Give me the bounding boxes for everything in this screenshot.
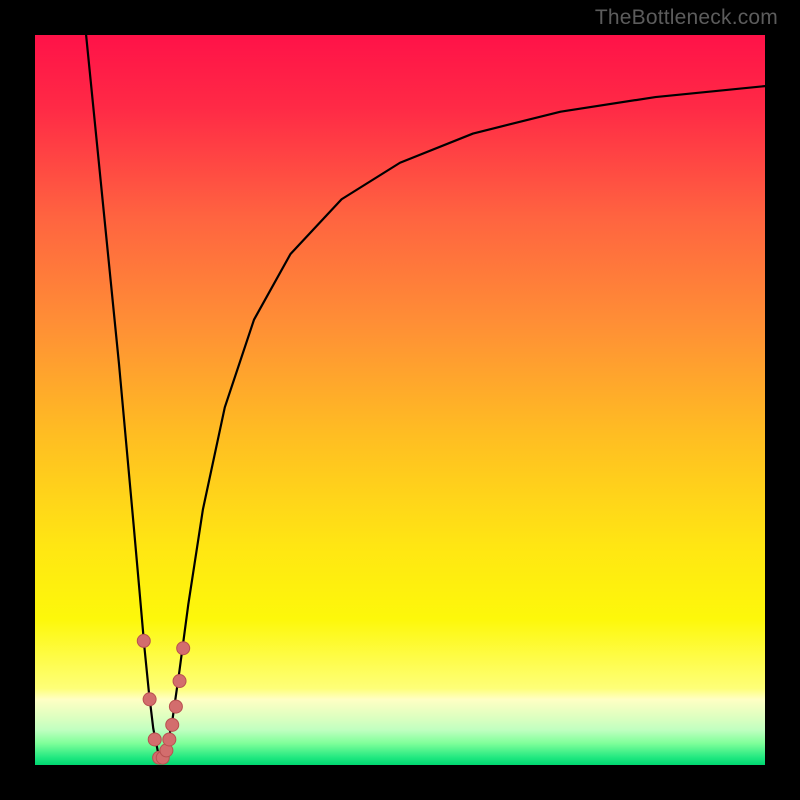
data-markers [137,634,189,764]
gradient-background [35,35,765,765]
data-marker [169,700,182,713]
data-marker [160,744,173,757]
data-marker [173,675,186,688]
data-marker [177,642,190,655]
data-marker [166,718,179,731]
plot-area [35,35,765,765]
data-marker [143,693,156,706]
data-marker [163,733,176,746]
chart-container: TheBottleneck.com [0,0,800,800]
data-marker [137,634,150,647]
data-marker [153,751,166,764]
chart-svg [35,35,765,765]
watermark-text: TheBottleneck.com [595,6,778,30]
data-marker [156,751,169,764]
data-marker [148,733,161,746]
bottleneck-curve [86,35,765,761]
